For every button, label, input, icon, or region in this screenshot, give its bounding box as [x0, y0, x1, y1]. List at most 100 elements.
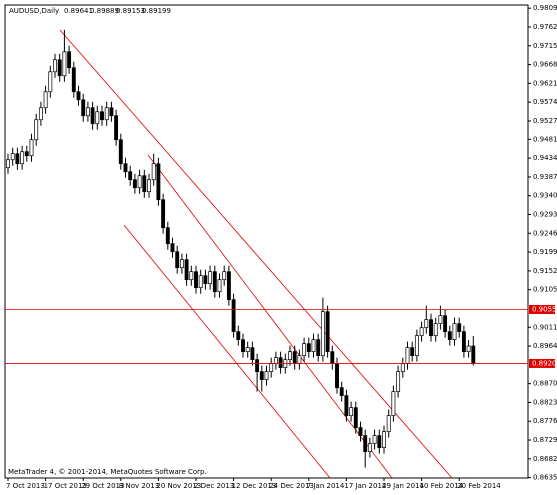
- candle-body: [466, 345, 471, 353]
- candle-body: [20, 151, 25, 165]
- candle-body: [48, 71, 53, 93]
- candle-body: [15, 153, 20, 165]
- candle-body: [198, 275, 203, 289]
- footer: MetaTrader 4, © 2001-2014, MetaQuotes So…: [8, 468, 207, 476]
- candle-body: [264, 371, 269, 380]
- candle-body: [118, 139, 123, 165]
- candle-body: [410, 347, 415, 357]
- candle-body: [156, 163, 161, 201]
- candle-body: [184, 259, 189, 281]
- candle-body: [137, 175, 142, 189]
- candle-body: [377, 435, 382, 448]
- candle-body: [170, 243, 175, 253]
- candle-body: [433, 323, 438, 337]
- candle-body: [85, 107, 90, 117]
- candle-body: [292, 351, 297, 364]
- x-tick-label: 8 Nov 2013: [119, 482, 159, 490]
- candle-body: [43, 91, 48, 109]
- candle-body: [255, 359, 260, 372]
- candle-body: [57, 59, 62, 77]
- candle-body: [273, 357, 278, 364]
- candle-body: [288, 351, 292, 361]
- x-tick-label: 7 Oct 2013: [6, 482, 45, 490]
- candle-body: [24, 151, 29, 157]
- candle-body: [471, 345, 476, 365]
- candle-body: [71, 67, 76, 93]
- candle-body: [429, 319, 433, 337]
- candle-body: [236, 331, 241, 341]
- candle-body: [339, 387, 344, 396]
- candle-body: [443, 315, 448, 333]
- candle-body: [461, 331, 466, 353]
- candle-body: [358, 427, 363, 436]
- candle-body: [424, 319, 429, 329]
- candle-body: [241, 339, 245, 353]
- candle-body: [212, 271, 217, 293]
- candle-body: [306, 343, 311, 353]
- candle-body: [208, 271, 213, 285]
- candle-body: [114, 115, 119, 141]
- candle-body: [245, 347, 250, 353]
- candle-body: [297, 355, 302, 364]
- candle-body: [259, 371, 264, 380]
- candle-body: [391, 391, 396, 416]
- candle-body: [250, 347, 255, 361]
- x-tick-label: 7 Jan 2014: [307, 482, 345, 490]
- candle-body: [161, 199, 166, 229]
- hline-label: 0.89205: [532, 359, 557, 367]
- channel-lines: [59, 29, 453, 479]
- candle-body: [175, 251, 180, 269]
- candle-body: [67, 51, 72, 69]
- candle-body: [335, 363, 339, 388]
- candle-body: [447, 331, 452, 341]
- symbol-title: AUDUSD,Daily: [9, 7, 59, 15]
- candle-body: [353, 407, 358, 428]
- candle-body: [142, 175, 147, 193]
- candle-body: [311, 339, 316, 353]
- candle-body: [372, 435, 377, 444]
- candle-body: [132, 179, 137, 189]
- candle-body: [100, 111, 104, 121]
- hline-label: 0.90555: [532, 305, 557, 313]
- x-tick-label: 24 Dec 2013: [269, 482, 314, 490]
- candle-body: [217, 279, 222, 293]
- candle-body: [104, 107, 109, 121]
- plot-frame: [4, 4, 529, 479]
- candle-body: [363, 435, 368, 452]
- candle-body: [330, 351, 335, 364]
- candle-body: [128, 171, 133, 181]
- candle-body: [34, 119, 39, 141]
- candle-body: [302, 343, 307, 357]
- x-tick-label: 2 Dec 2013: [194, 482, 234, 490]
- candle-body: [165, 227, 170, 245]
- x-tick-label: 20 Feb 2014: [457, 482, 501, 490]
- x-tick-label: 12 Dec 2013: [232, 482, 277, 490]
- candle-body: [29, 139, 34, 157]
- x-tick-label: 20 Nov 2013: [156, 482, 201, 490]
- candle-body: [438, 315, 443, 325]
- candle-body: [6, 159, 10, 169]
- last-low: 0.89153: [116, 7, 145, 15]
- candle-body: [320, 311, 325, 357]
- channel-line: [59, 29, 453, 479]
- candle-body: [349, 407, 354, 416]
- candle-body: [203, 275, 208, 285]
- last-high: 0.89889: [90, 7, 119, 15]
